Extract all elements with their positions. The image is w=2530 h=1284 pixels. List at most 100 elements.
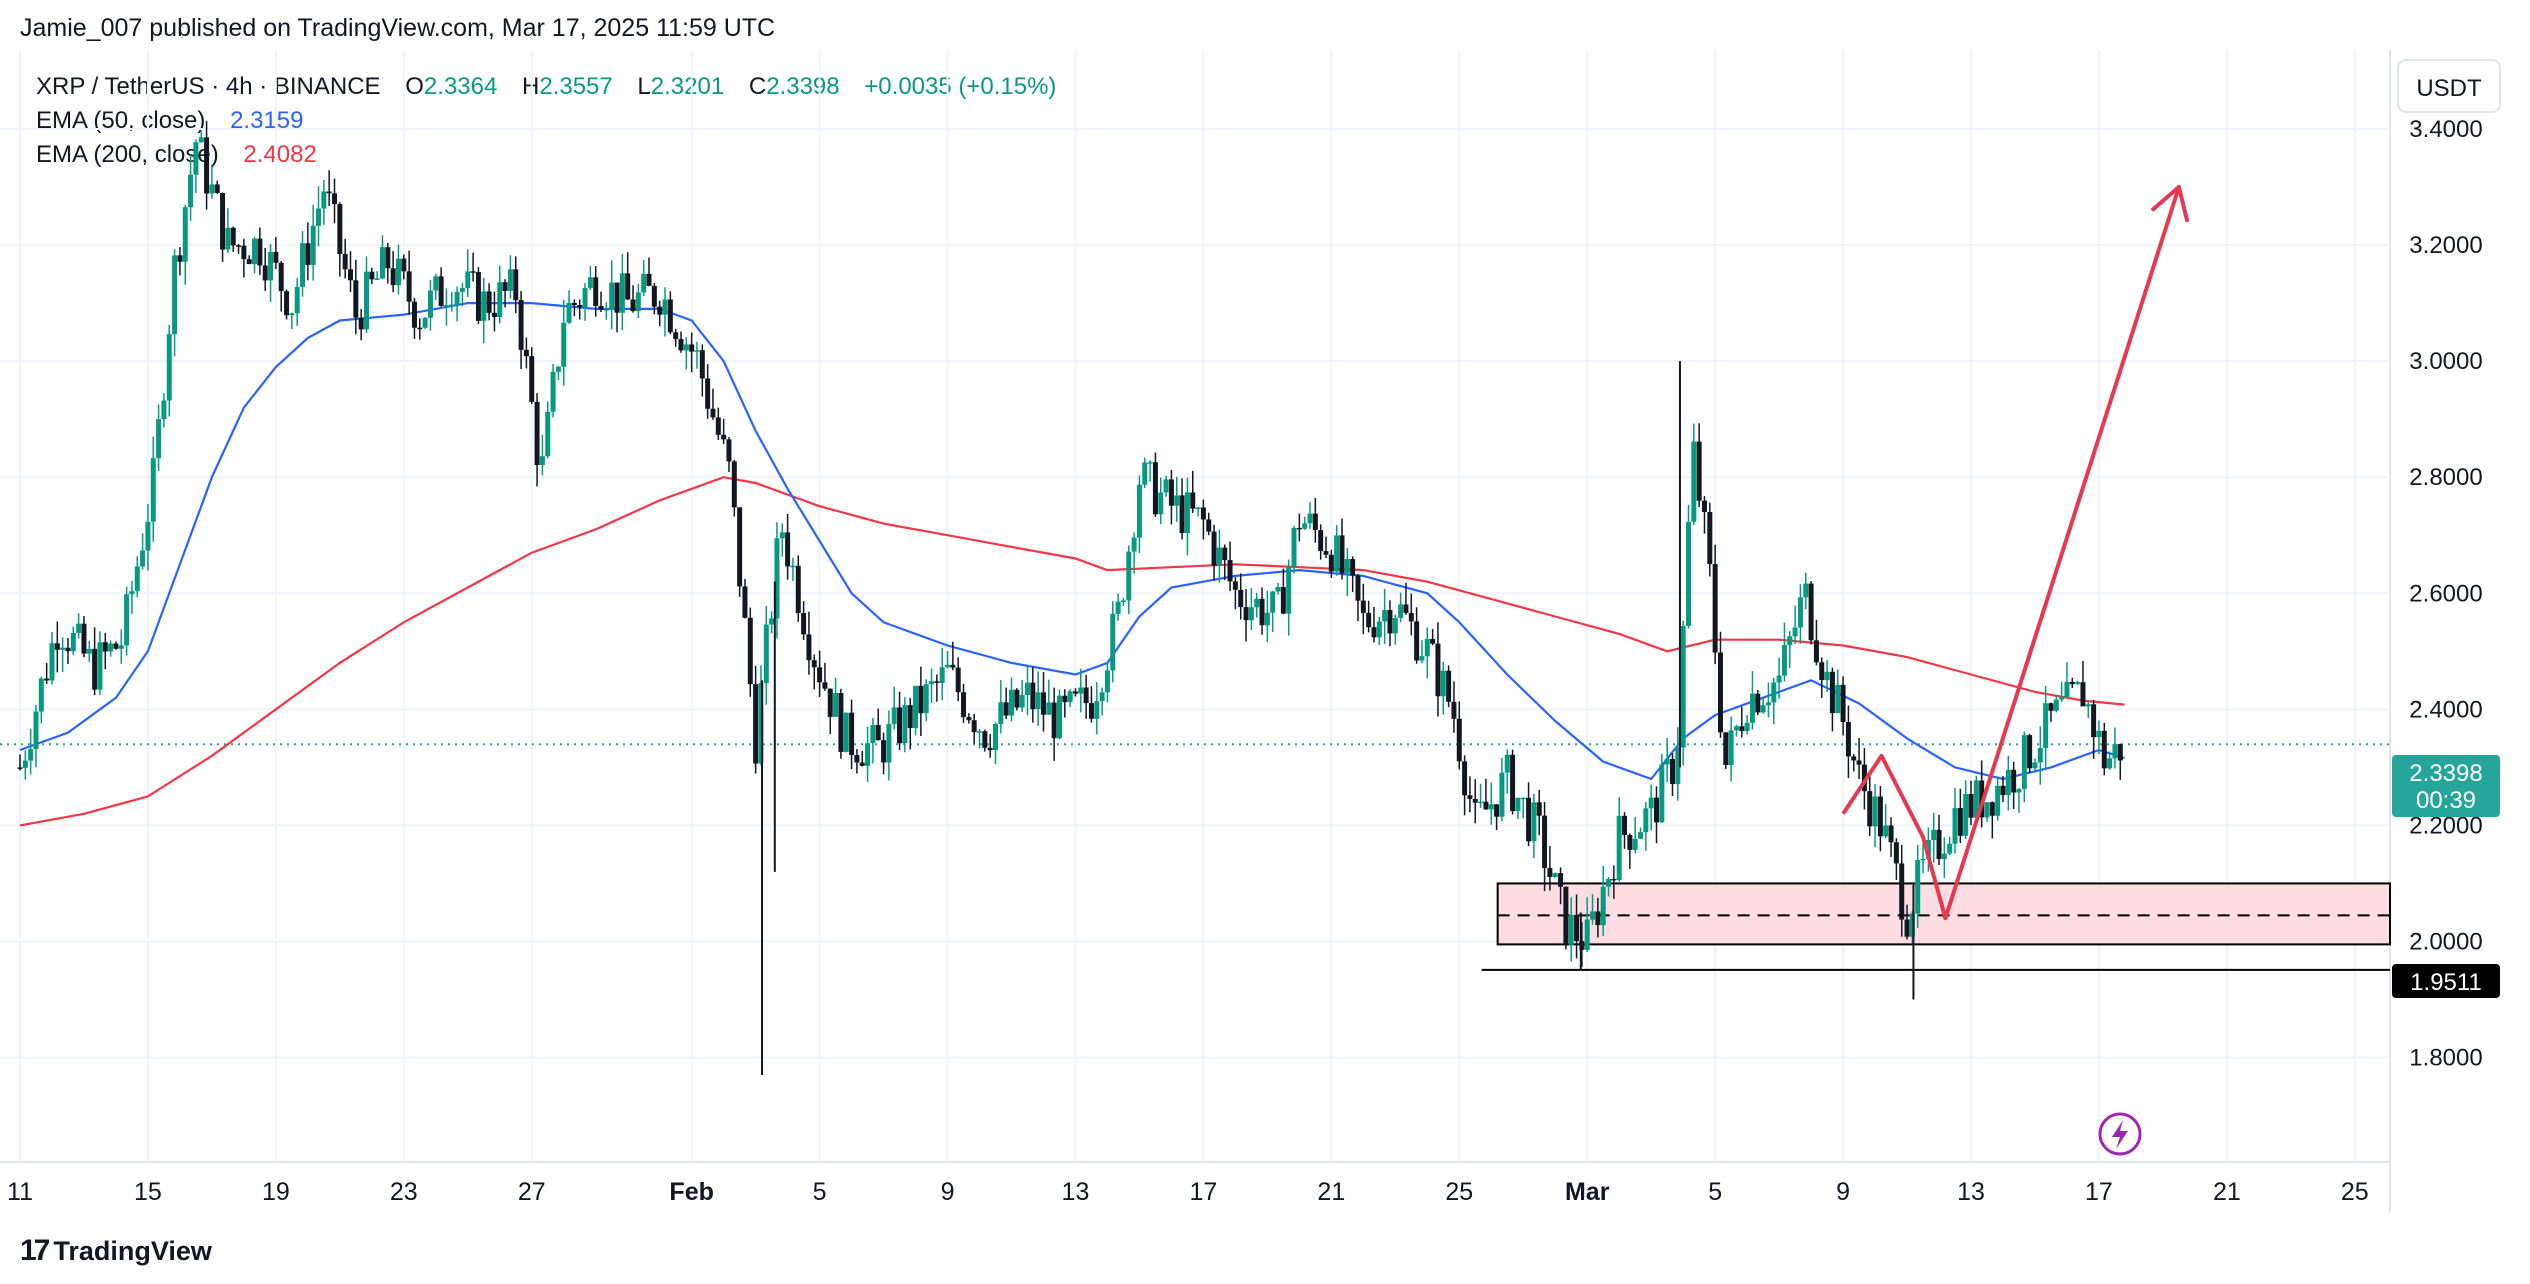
candle-body	[646, 273, 652, 286]
candle-body	[1387, 609, 1393, 634]
publisher-header: Jamie_007 published on TradingView.com, …	[20, 14, 775, 43]
candle-body	[1451, 701, 1457, 719]
candle-body	[1083, 687, 1089, 704]
candle-body	[678, 339, 684, 351]
candle-body	[1350, 559, 1356, 576]
candle-body	[134, 566, 140, 592]
candle-body	[1051, 702, 1057, 739]
candle-body	[2053, 699, 2059, 711]
candle-body	[1552, 873, 1558, 878]
candle-body	[657, 306, 663, 315]
candle-body	[2011, 769, 2017, 793]
candle-body	[1547, 868, 1553, 878]
candle-body	[913, 685, 919, 729]
candle-body	[977, 731, 983, 733]
candle-body	[2091, 704, 2097, 738]
candle-body	[1707, 512, 1713, 565]
symbol-title[interactable]: XRP / TetherUS · 4h · BINANCE	[36, 73, 381, 100]
candle-body	[1643, 808, 1649, 833]
candle-body	[1877, 796, 1883, 837]
candle-body	[1622, 815, 1628, 835]
candle-body	[2069, 681, 2075, 685]
candle-body	[1467, 795, 1473, 799]
x-tick-label: 9	[941, 1178, 955, 1206]
candle-body	[475, 272, 481, 321]
grid	[0, 0, 2391, 1212]
candle-body	[1488, 804, 1494, 810]
candle-body	[1957, 808, 1963, 836]
candle-body	[1296, 527, 1302, 530]
candle-body	[1035, 692, 1041, 710]
candle-body	[705, 378, 711, 409]
candle-body	[363, 271, 369, 330]
candle-body	[582, 287, 588, 308]
zigzag-drawing	[1841, 753, 1948, 919]
candle-body	[236, 245, 242, 247]
candle-body	[1238, 589, 1244, 608]
candle-body	[321, 191, 327, 209]
candle-body	[2075, 682, 2081, 685]
candle-body	[417, 327, 423, 330]
candle-body	[843, 712, 849, 752]
candle-body	[1563, 886, 1569, 946]
candle-body	[1360, 600, 1366, 613]
current-price-label: 2.3398	[2409, 760, 2482, 787]
x-tick-label: 25	[2341, 1178, 2369, 1206]
candle-body	[923, 684, 929, 714]
candle-body	[555, 366, 561, 372]
candle-body	[1403, 604, 1409, 613]
candle-body	[1078, 687, 1084, 694]
candle-body	[715, 417, 721, 435]
candle-body	[1072, 691, 1078, 694]
candle-body	[2000, 785, 2006, 796]
candle-body	[395, 258, 401, 286]
candle-body	[1861, 764, 1867, 792]
candle-body	[1152, 462, 1158, 515]
candle-body	[1526, 797, 1532, 842]
candle-body	[1675, 747, 1681, 785]
ema200-row[interactable]: EMA (200, close) 2.4082	[36, 138, 1056, 172]
currency-button[interactable]	[2397, 59, 2501, 113]
candle-body	[2085, 704, 2091, 707]
candle-body	[870, 724, 876, 744]
candle-body	[342, 254, 348, 270]
candle-body	[790, 565, 796, 568]
plot-area	[0, 0, 2390, 1210]
candle-body	[753, 684, 759, 764]
candle-body	[667, 299, 673, 333]
candle-body	[2080, 682, 2086, 707]
x-tick-label: 17	[2085, 1178, 2113, 1206]
candle-body	[1232, 581, 1238, 590]
candle-body	[449, 304, 455, 307]
candle-body	[673, 332, 679, 340]
candle-body	[955, 667, 961, 693]
candle-body	[1435, 643, 1441, 697]
candle-body	[859, 762, 865, 766]
tradingview-brand[interactable]: 17 TradingView	[20, 1234, 212, 1268]
candle-body	[1088, 703, 1094, 719]
candle-body	[518, 300, 524, 350]
drawings[interactable]	[1841, 185, 2189, 921]
candle-body	[2107, 758, 2113, 769]
candle-body	[209, 184, 215, 194]
candle-body	[598, 306, 604, 310]
candle-body	[230, 227, 236, 246]
candle-body	[1685, 521, 1691, 626]
candle-body	[177, 255, 183, 262]
candle-body	[566, 302, 572, 323]
candle-body	[982, 731, 988, 748]
demand-zone	[0, 743, 2392, 971]
candle-body	[1829, 671, 1835, 714]
candle-body	[603, 309, 609, 311]
candle-body	[1136, 484, 1142, 538]
candle-body	[1392, 617, 1398, 634]
candle-body	[1142, 462, 1148, 485]
candle-body	[182, 207, 188, 262]
lightning-icon[interactable]	[2098, 1112, 2142, 1156]
candle-body	[1030, 682, 1036, 710]
candle-body	[1499, 772, 1505, 817]
candle-body	[641, 273, 647, 293]
candle-body	[1813, 640, 1819, 663]
candle-body	[1888, 825, 1894, 843]
